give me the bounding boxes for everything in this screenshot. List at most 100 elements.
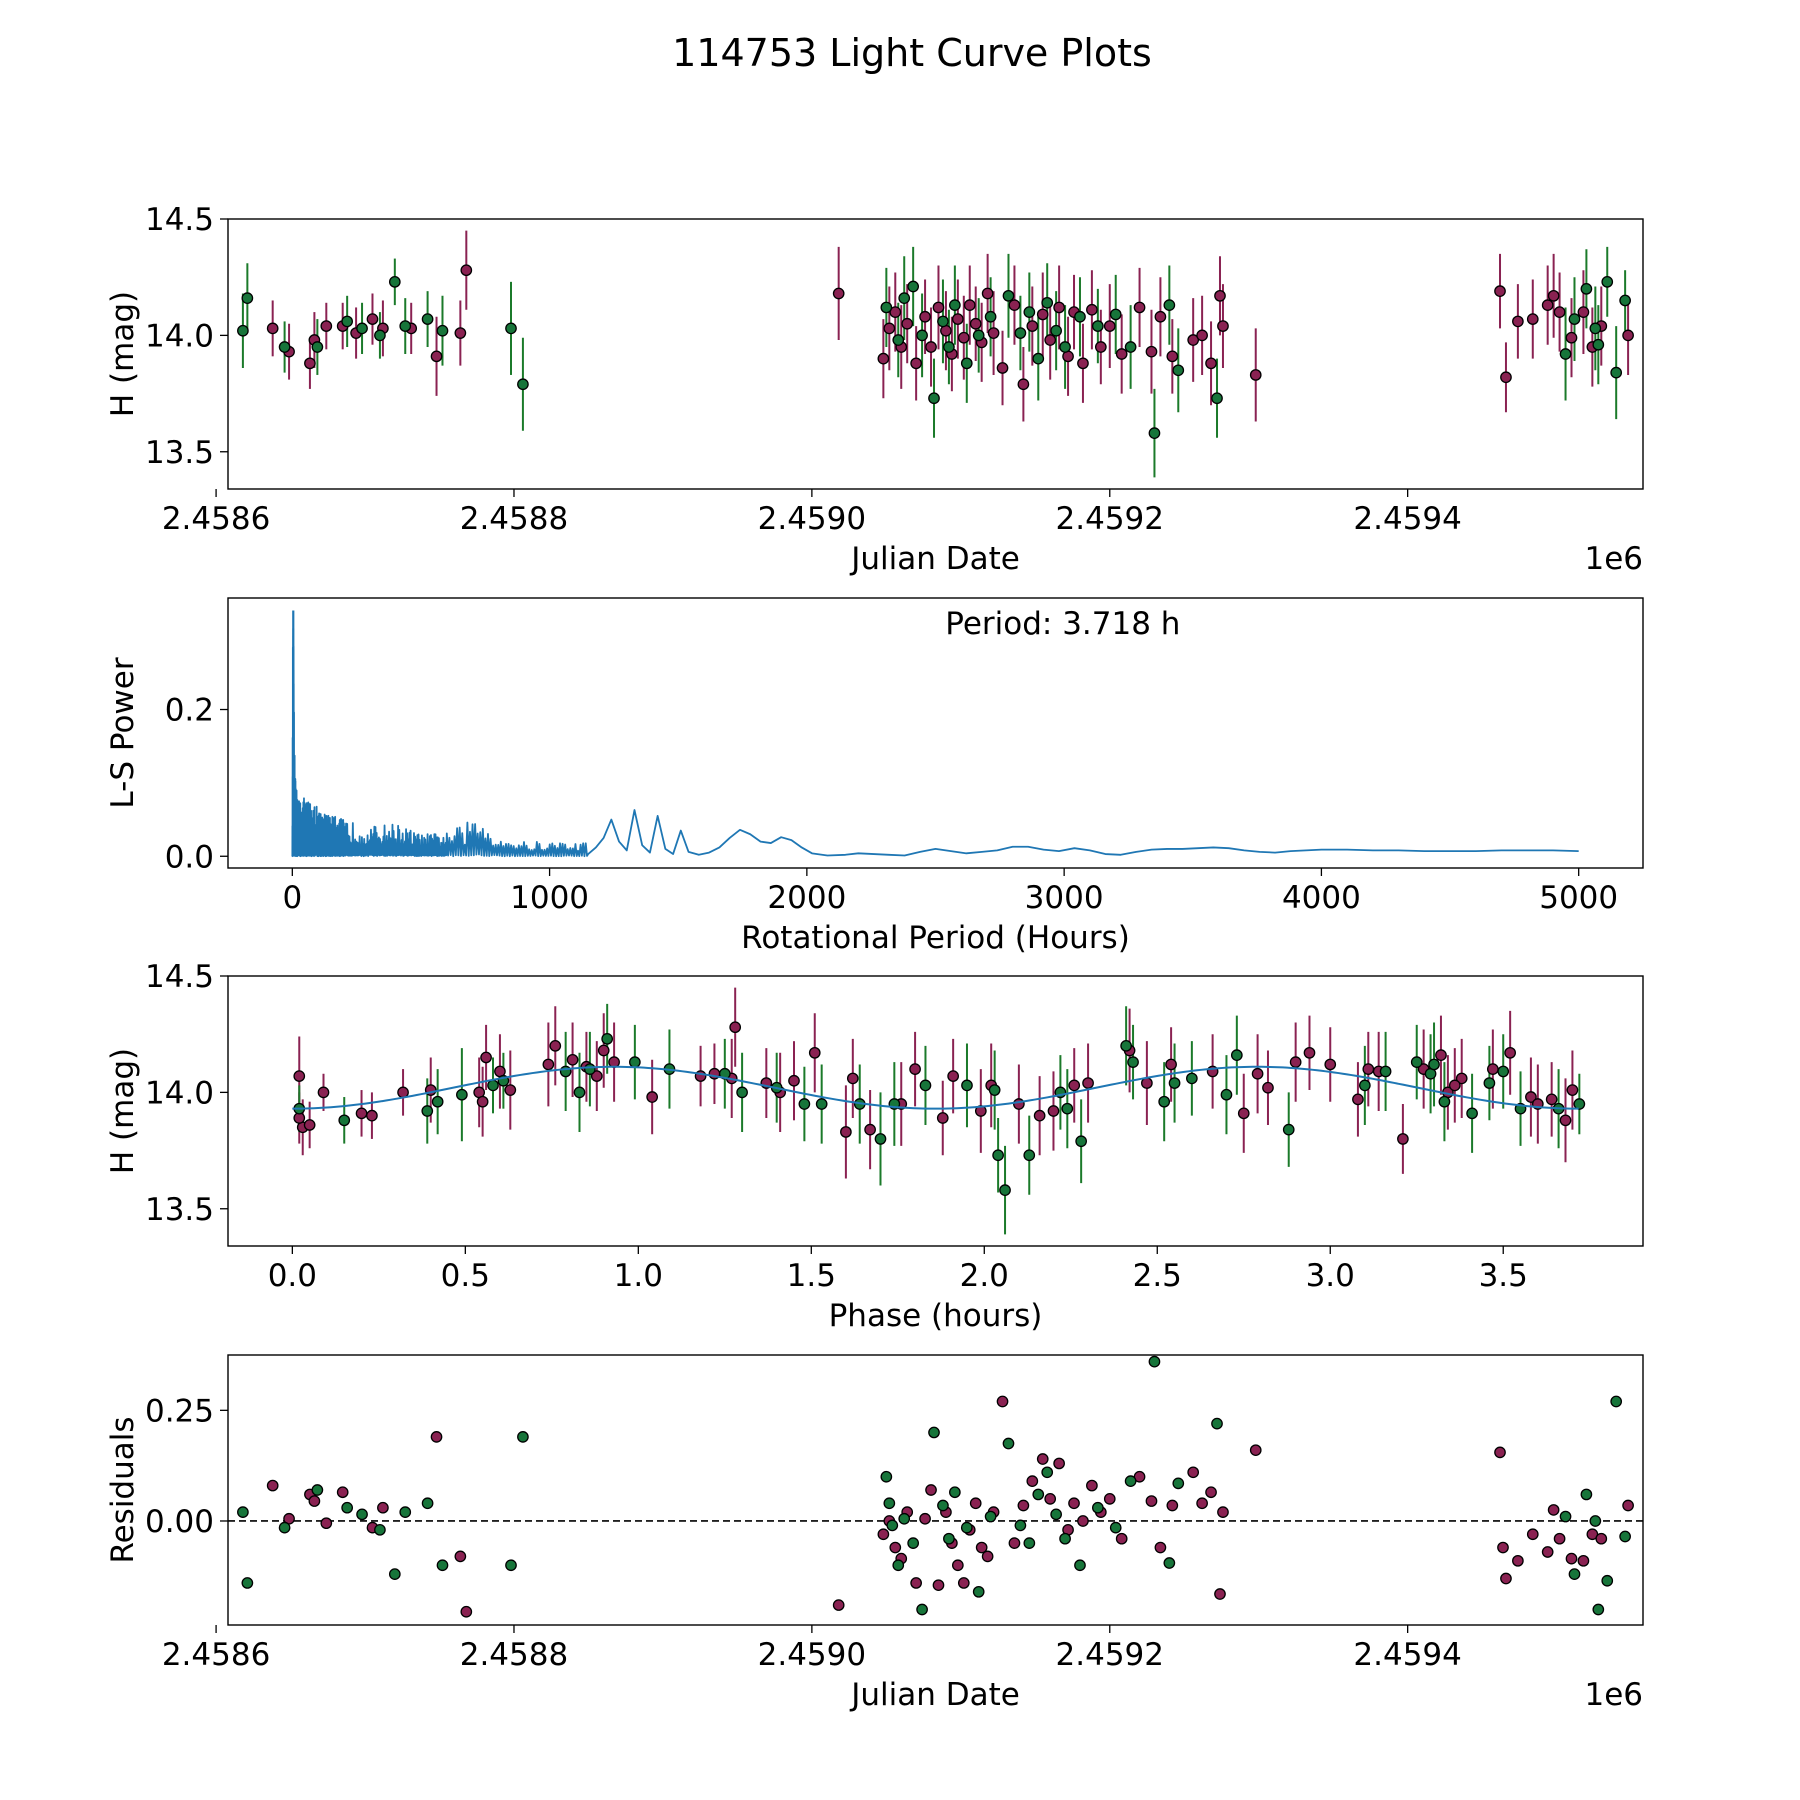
green-point xyxy=(1580,282,1593,295)
purple-point xyxy=(1237,1107,1250,1120)
green-point xyxy=(937,315,949,328)
purple-point xyxy=(877,1528,890,1541)
purple-point xyxy=(1103,320,1116,332)
purple-point xyxy=(1497,1541,1509,1554)
purple-point xyxy=(832,287,845,300)
green-point xyxy=(928,392,940,405)
green-point xyxy=(907,1537,920,1549)
green-point xyxy=(1148,427,1161,439)
green-point xyxy=(1059,1532,1071,1545)
x-tick-label: 3.0 xyxy=(1306,1258,1355,1294)
green-point xyxy=(356,1508,368,1521)
green-point xyxy=(898,1512,911,1525)
purple-point xyxy=(864,1123,876,1136)
plot-area xyxy=(228,1355,1643,1618)
green-point xyxy=(718,1067,731,1080)
purple-point xyxy=(308,1495,321,1507)
purple-point xyxy=(1262,1081,1274,1094)
periodogram-panel: Period: 3.718 h 0 1000 2000 3000 4000 5000 0.0 0… xyxy=(105,597,1644,956)
purple-point xyxy=(996,1395,1009,1408)
purple-point xyxy=(1487,1063,1499,1075)
green-point xyxy=(1092,1501,1104,1514)
purple-point xyxy=(846,1072,859,1085)
green-point xyxy=(241,292,254,304)
green-point xyxy=(1109,1521,1122,1534)
purple-point xyxy=(981,287,994,300)
purple-point xyxy=(889,306,902,318)
purple-point xyxy=(1077,1515,1089,1527)
purple-point xyxy=(430,1431,443,1443)
purple-point xyxy=(1565,331,1578,344)
purple-point xyxy=(1622,1499,1634,1512)
purple-point xyxy=(951,1559,964,1572)
green-point xyxy=(1032,1488,1045,1501)
purple-point xyxy=(883,322,896,335)
green-point xyxy=(1041,1466,1054,1479)
purple-point xyxy=(320,1517,333,1530)
green-point xyxy=(1568,1568,1581,1580)
purple-point xyxy=(969,1497,982,1510)
green-point xyxy=(880,1470,893,1483)
green-point xyxy=(1619,1530,1631,1543)
purple-point xyxy=(1103,1493,1116,1505)
x-tick-label: 1.5 xyxy=(787,1258,836,1294)
purple-point xyxy=(646,1091,659,1103)
purple-point xyxy=(542,1058,555,1071)
x-tick-label: 2.4594 xyxy=(1353,1637,1461,1673)
y-axis-label: H (mag) xyxy=(105,1048,141,1174)
x-tick-label: 2.4588 xyxy=(460,1637,568,1673)
y-axis-label: Residuals xyxy=(105,1416,141,1563)
green-point xyxy=(984,310,997,323)
periodogram-line xyxy=(291,627,1579,858)
purple-point xyxy=(1622,329,1634,342)
green-point xyxy=(421,1497,434,1510)
green-point xyxy=(886,1519,899,1532)
purple-point xyxy=(1008,1537,1021,1549)
green-point xyxy=(1074,310,1086,323)
green-point xyxy=(961,1079,973,1092)
green-point xyxy=(1610,1395,1623,1408)
purple-point xyxy=(1205,357,1217,370)
phase-panel: 0.0 0.5 1.0 1.5 2.0 2.5 3.0 3.5 13.5 14.0 14.5 Phas… xyxy=(105,959,1644,1334)
green-point xyxy=(505,1559,517,1572)
green-point xyxy=(505,322,517,335)
purple-point xyxy=(366,1109,378,1122)
purple-point xyxy=(1026,320,1039,332)
purple-point xyxy=(932,301,945,314)
green-point xyxy=(278,1521,291,1534)
x-tick-label: 2.5 xyxy=(1133,1258,1182,1294)
green-point xyxy=(1559,1510,1572,1523)
purple-point xyxy=(303,1119,316,1131)
purple-point xyxy=(1166,1499,1179,1512)
green-point xyxy=(374,1523,386,1536)
x-tick-label: 0 xyxy=(282,880,302,916)
green-point xyxy=(1092,320,1104,332)
green-point xyxy=(1172,1477,1185,1490)
y-tick-label: 0.00 xyxy=(145,1504,214,1540)
green-point xyxy=(399,1506,412,1518)
purple-point xyxy=(1053,1457,1065,1470)
green-point xyxy=(943,1532,955,1545)
green-point xyxy=(1074,1559,1086,1572)
purple-point xyxy=(1214,289,1226,302)
green-point xyxy=(1589,1515,1602,1527)
purple-point xyxy=(480,1051,492,1064)
green-point xyxy=(972,329,985,342)
y-tick-label: 0.0 xyxy=(165,839,214,875)
y-tick-label: 0.25 xyxy=(145,1393,214,1429)
green-point xyxy=(1023,1149,1036,1162)
x-tick-label: 2.4588 xyxy=(460,501,568,537)
green-point xyxy=(1466,1107,1478,1120)
green-point xyxy=(1580,1488,1593,1501)
purple-point xyxy=(377,1501,389,1514)
purple-point xyxy=(1068,1497,1080,1510)
purple-point xyxy=(476,1095,489,1108)
purple-point xyxy=(969,317,982,330)
purple-point xyxy=(1013,1098,1025,1110)
purple-point xyxy=(936,1112,949,1124)
purple-point xyxy=(430,350,443,363)
purple-point xyxy=(266,1479,279,1492)
x-tick-label: 3.5 xyxy=(1479,1258,1528,1294)
purple-point xyxy=(1249,369,1262,381)
purple-point xyxy=(266,322,279,335)
